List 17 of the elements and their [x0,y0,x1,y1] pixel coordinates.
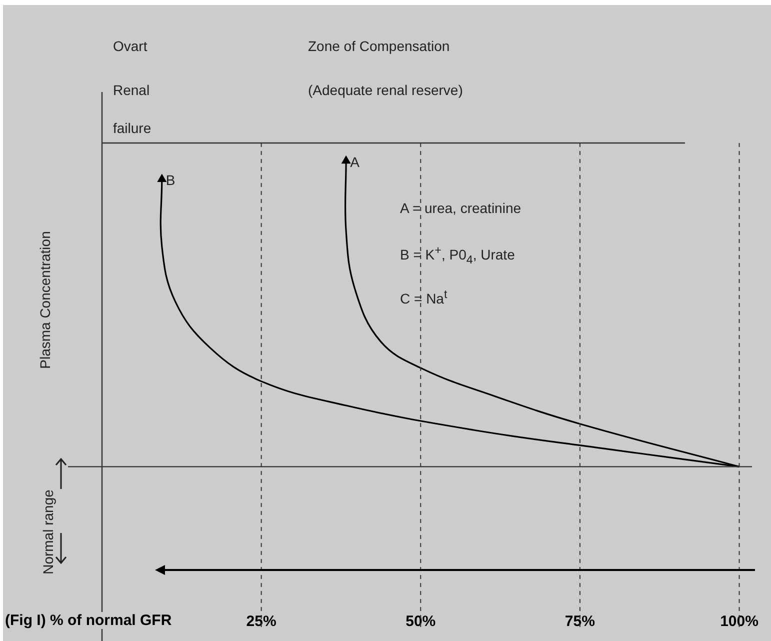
annotation: A = urea, creatinine [400,200,522,216]
x-tick-label: 25% [246,613,276,630]
annotation: C = Na$^{t}$ [400,288,448,307]
annotation: B [166,172,176,188]
text: Renal [113,82,150,98]
text: Zone of Compensation [308,38,450,54]
text: Ovart [113,38,148,54]
y-axis-title: Plasma Concentration [37,231,53,369]
x-tick-label: 100% [720,613,758,630]
x-axis-title: (Fig I) % of normal GFR [5,612,172,629]
x-tick-label: 50% [406,613,436,630]
text: Normal range [40,490,56,574]
x-tick-label: 75% [564,613,595,630]
text: failure [113,120,152,136]
text: (Adequate renal reserve) [308,82,463,98]
annotation: A [350,154,360,170]
annotation: B = K$^{+}$, P0$_{4}$, Urate [400,244,515,266]
